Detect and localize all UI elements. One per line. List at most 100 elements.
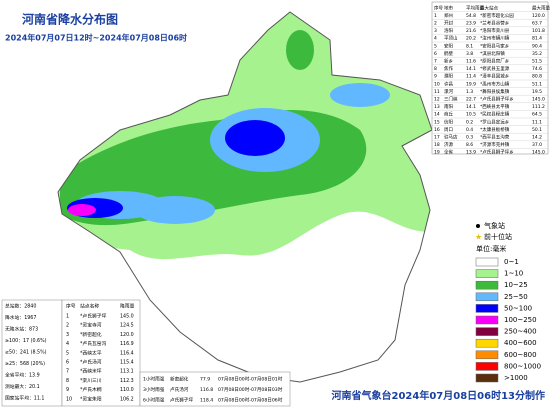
table-cell: 3小时雨强 xyxy=(143,386,165,393)
table-cell: *太康县板桥镇 xyxy=(480,126,510,133)
legend-label: 0~1 xyxy=(504,258,519,266)
table-header: 降雨量 xyxy=(120,303,135,310)
table-cell: 07月08日00时-07月08日01时 xyxy=(218,376,283,383)
table-cell: 51.1 xyxy=(532,81,542,87)
table-cell: *洛阳市栾川县 xyxy=(480,27,510,34)
table-cell: 14 xyxy=(434,112,440,118)
table-cell: 0.4 xyxy=(466,127,473,133)
table-cell: 全省 xyxy=(444,149,453,156)
table-cell: 11.1 xyxy=(532,119,542,125)
table-cell: 19 xyxy=(434,150,440,156)
stat: 总站数：2840 xyxy=(5,303,36,310)
hourly-box xyxy=(139,371,291,407)
table-cell: 卢氏狮子坪 xyxy=(170,397,193,404)
legend-swatch xyxy=(475,269,499,278)
table-cell: *汝州市蟒川镇 xyxy=(480,35,510,42)
legend-swatch xyxy=(475,257,499,267)
table-cell: 116.4 xyxy=(120,350,134,356)
table-cell: 50.1 xyxy=(532,127,542,133)
table-cell: 145.0 xyxy=(532,150,545,156)
table-cell: 开封 xyxy=(444,20,453,27)
table-cell: *原阳县官厂乡 xyxy=(480,58,509,65)
table-cell: 23.9 xyxy=(466,21,476,27)
table-cell: 11.4 xyxy=(466,74,476,80)
table-cell: 18 xyxy=(434,142,440,148)
table-cell: 8.1 xyxy=(466,43,473,49)
table-cell: 11.6 xyxy=(466,59,476,65)
table-cell: 07月08日00时-07月08日06时 xyxy=(218,397,283,404)
table-cell: 9 xyxy=(434,74,437,80)
table-cell: 64.5 xyxy=(532,112,542,118)
table-header: 站点名称 xyxy=(80,303,99,310)
table-cell: *济源市克井镇 xyxy=(480,141,510,148)
legend-swatch xyxy=(475,338,499,348)
table-cell: 145.0 xyxy=(120,314,134,320)
legend-label: 50~100 xyxy=(504,304,532,312)
table-cell: 111.2 xyxy=(532,104,545,110)
table-cell: 10.5 xyxy=(466,112,476,118)
table-cell: 安阳 xyxy=(444,42,453,49)
table-header: 序号 xyxy=(434,4,443,11)
stat: ≥100：17 (0.6%) xyxy=(5,338,47,344)
table-cell: *清丰县固城乡 xyxy=(480,73,509,80)
stat: ≥25：568 (20%) xyxy=(5,361,45,367)
table-cell: 焦作 xyxy=(444,65,453,72)
table-header: 平均雨量 xyxy=(466,4,484,11)
table-cell: 6 xyxy=(434,51,437,57)
table-cell: 74.6 xyxy=(532,66,542,72)
stat: 降水站：1967 xyxy=(5,314,36,321)
table-cell: 07月08日00时-07月08日03时 xyxy=(218,386,283,393)
legend-unit: 单位:毫米 xyxy=(476,244,506,253)
legend-label: 400~600 xyxy=(504,339,537,347)
legend-station: 气象站 xyxy=(484,221,505,230)
table-cell: 1 xyxy=(434,13,437,19)
table-cell: 3.8 xyxy=(466,51,473,57)
table-cell: *新密市超化公园 xyxy=(480,12,514,19)
table-cell: 118.4 xyxy=(200,398,213,404)
legend-swatch xyxy=(475,292,499,302)
table-cell: 14.1 xyxy=(466,104,476,110)
table-cell: 三门峡 xyxy=(444,96,458,103)
stat: 全省平均：13.9 xyxy=(5,372,40,379)
table-cell: 54.8 xyxy=(466,13,476,19)
table-cell: 115.4 xyxy=(120,360,134,366)
table-cell: 0.3 xyxy=(466,135,473,141)
table-cell: 8 xyxy=(434,66,437,72)
legend-label: 10~25 xyxy=(504,281,528,289)
table-cell: *卢氏县狮子坪乡 xyxy=(480,96,514,103)
table-cell: 116.8 xyxy=(200,387,213,393)
table-cell: 20.2 xyxy=(466,36,476,42)
table-cell: *卢氏县狮子坪乡 xyxy=(480,149,514,156)
table-cell: 14.2 xyxy=(532,135,542,141)
legend-label: 250~400 xyxy=(504,328,537,336)
table-cell: 平顶山 xyxy=(444,35,458,42)
table-cell: *罗山县定远乡 xyxy=(480,118,509,125)
footer: 河南省气象台2024年07月08日06时13分制作 xyxy=(332,389,546,402)
table-cell: 19.9 xyxy=(466,81,476,87)
table-cell: 8.6 xyxy=(466,142,473,148)
table-cell: 1小时雨强 xyxy=(143,376,165,383)
stat: ≥50：241 (8.5%) xyxy=(5,350,47,356)
legend-swatch xyxy=(475,373,499,383)
legend-swatch xyxy=(475,315,499,325)
table-cell: 3 xyxy=(434,28,437,34)
table-header: 地市 xyxy=(444,4,453,11)
table-cell: *舞阳县侯集镇 xyxy=(480,88,510,95)
table-cell: 145.0 xyxy=(532,97,545,103)
table-cell: *西平县五沟营 xyxy=(480,134,510,141)
legend-swatch xyxy=(475,362,499,371)
table-cell: *栾川三川 xyxy=(80,377,102,384)
table-cell: 101.8 xyxy=(532,28,545,34)
table-cell: *卢氏木桐 xyxy=(80,386,102,393)
table-cell: 9 xyxy=(66,387,69,393)
table-cell: 新乡 xyxy=(444,58,453,65)
table-cell: 卢氏汤河 xyxy=(170,386,189,393)
table-cell: *安阳县马家乡 xyxy=(480,42,509,49)
table-cell: *修武县五里源 xyxy=(480,65,510,72)
legend-swatch xyxy=(475,304,499,313)
legend-label: >1000 xyxy=(504,374,528,382)
table-cell: 鹤壁 xyxy=(444,50,453,57)
